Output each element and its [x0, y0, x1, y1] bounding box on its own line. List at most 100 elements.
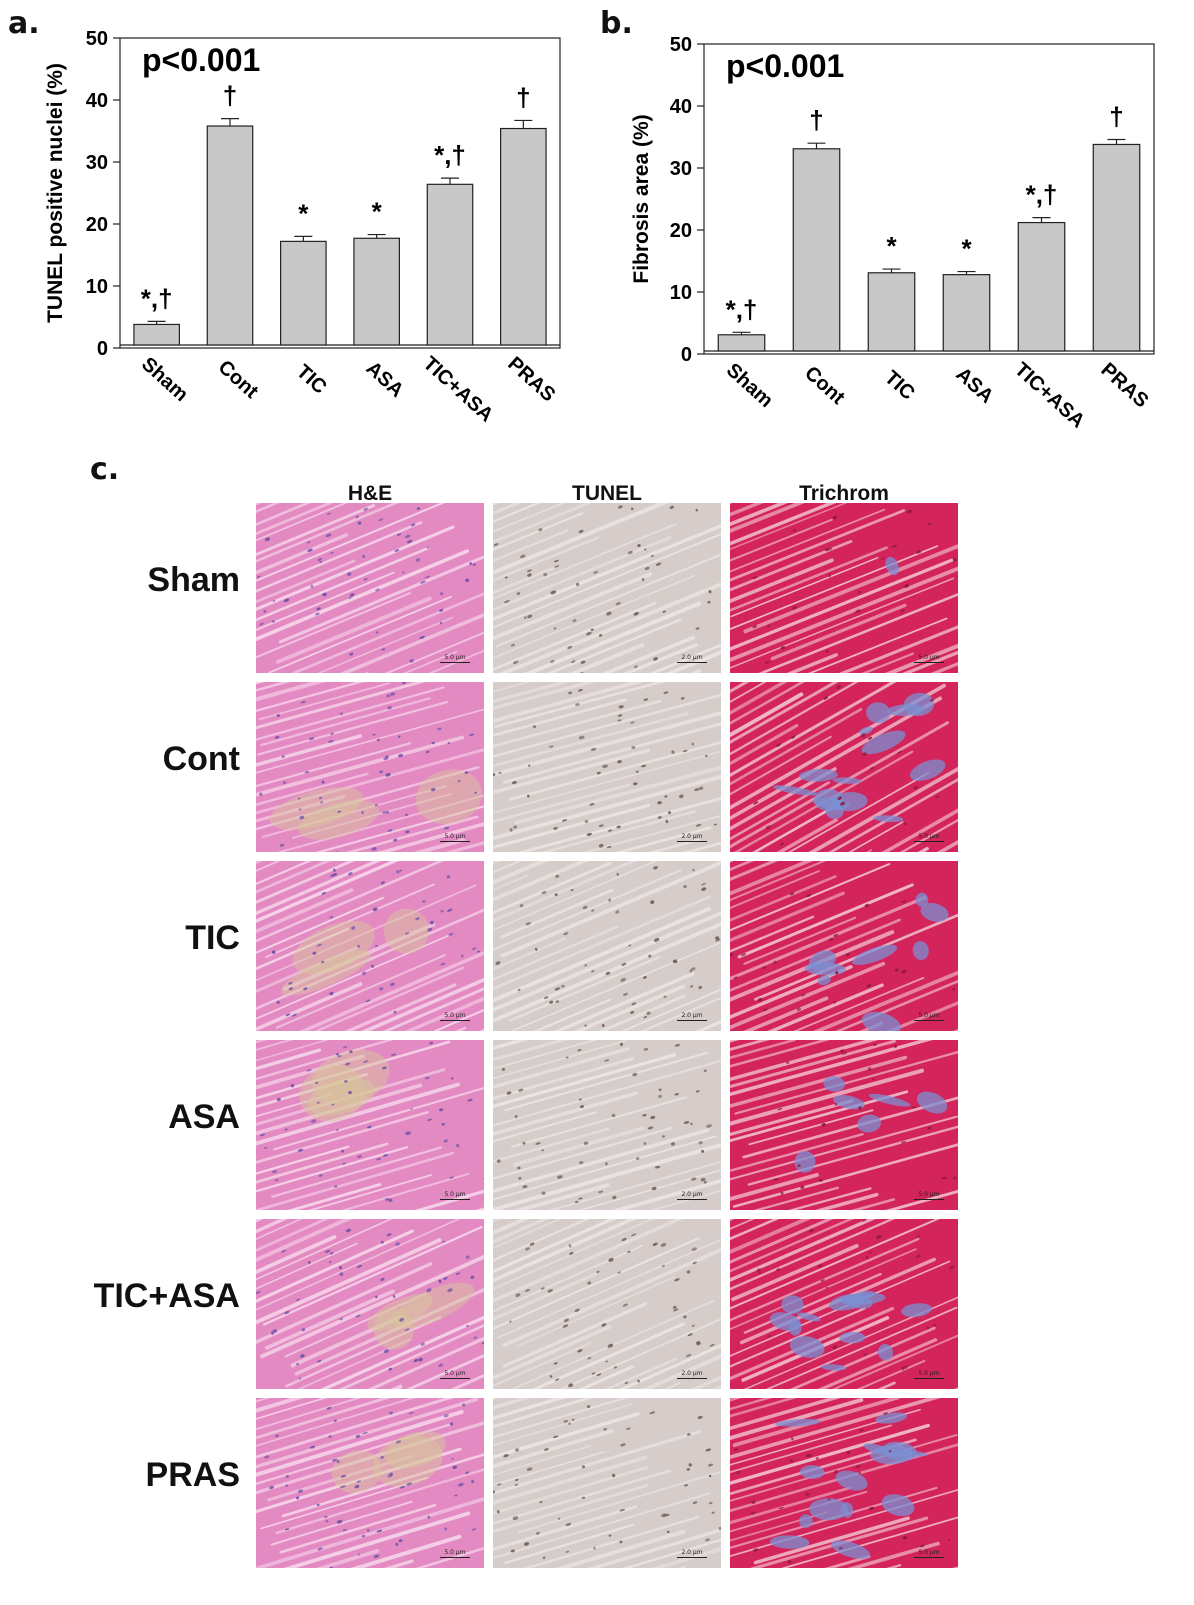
- bar-asa: [353, 237, 400, 346]
- scale-bar: 2.0 µm: [677, 654, 707, 663]
- y-tick-label: 40: [670, 96, 692, 118]
- y-tick-label: 30: [670, 158, 692, 180]
- bar-tic-asa: [426, 183, 474, 346]
- x-tick-label: Sham: [722, 359, 777, 412]
- bar-pras: [1092, 143, 1141, 352]
- micrograph-image: [730, 1219, 958, 1389]
- scale-bar: 2.0 µm: [677, 1370, 707, 1379]
- micrograph-image: [493, 503, 721, 673]
- bar-sham: [133, 323, 181, 346]
- significance-marker: *: [886, 231, 897, 261]
- micrograph-image: [493, 682, 721, 852]
- scale-bar: 2.0 µm: [677, 1191, 707, 1200]
- scale-bar: 5.0 µm: [440, 1191, 470, 1200]
- micrograph-he-sham: 5.0 µm: [256, 503, 484, 673]
- y-tick-label: 20: [670, 220, 692, 242]
- y-tick-label: 40: [86, 90, 108, 112]
- micrograph-image: [256, 1040, 484, 1210]
- bar-tic: [280, 240, 327, 346]
- micrograph-he-cont: 5.0 µm: [256, 682, 484, 852]
- significance-marker: *,†: [1026, 180, 1058, 210]
- scale-bar: 2.0 µm: [677, 1549, 707, 1558]
- row-label-sham: Sham: [147, 561, 240, 599]
- bar-sham: [717, 334, 766, 352]
- significance-marker: *,†: [141, 283, 173, 313]
- micrograph-image: [730, 1398, 958, 1568]
- x-tick-label: Sham: [137, 353, 192, 406]
- significance-marker: *,†: [726, 294, 758, 324]
- fibrosis-bar-chart: 0 10 20 30 40 50 Fibrosis area (%) p<0.001 *,† Sh…: [630, 34, 1155, 433]
- bar-cont: [206, 125, 254, 346]
- x-tick-label: PRAS: [503, 353, 559, 407]
- y-tick-label: 20: [86, 214, 108, 236]
- micrograph-he-tic: 5.0 µm: [256, 861, 484, 1031]
- column-header-trichrom: Trichrom: [799, 482, 889, 505]
- scale-bar: 5.0 µm: [914, 833, 944, 842]
- scale-bar: 5.0 µm: [914, 1370, 944, 1379]
- y-tick-label: 50: [86, 28, 108, 50]
- micrograph-tunel-pras: 2.0 µm: [493, 1398, 721, 1568]
- panel-label-b: b.: [600, 6, 633, 41]
- micrograph-he-pras: 5.0 µm: [256, 1398, 484, 1568]
- scale-bar: 5.0 µm: [914, 1549, 944, 1558]
- micrograph-he-asa: 5.0 µm: [256, 1040, 484, 1210]
- y-tick-label: 10: [670, 282, 692, 304]
- panel-label-a: a.: [8, 6, 40, 41]
- significance-marker: *: [372, 197, 383, 227]
- micrograph-he-tic-asa: 5.0 µm: [256, 1219, 484, 1389]
- micrograph-image: [730, 861, 958, 1031]
- y-axis-label: Fibrosis area (%): [630, 114, 653, 283]
- row-label-pras: PRAS: [145, 1456, 240, 1494]
- tunel-bar-chart: 0 10 20 30 40 50 TUNEL positive nuclei (%) p<0.…: [44, 28, 561, 427]
- row-label-cont: Cont: [162, 740, 240, 778]
- row-label-tic: TIC: [185, 919, 240, 957]
- micrograph-image: [256, 682, 484, 852]
- bar-tic: [867, 272, 916, 352]
- x-tick-label: TIC+ASA: [419, 353, 498, 427]
- scale-bar: 5.0 µm: [914, 1191, 944, 1200]
- column-header-tunel: TUNEL: [572, 482, 642, 505]
- micrograph-trichrom-pras: 5.0 µm: [730, 1398, 958, 1568]
- scale-bar: 2.0 µm: [677, 1012, 707, 1021]
- significance-marker: †: [1109, 101, 1123, 131]
- micrograph-image: [730, 1040, 958, 1210]
- micrograph-image: [493, 861, 721, 1031]
- significance-marker: †: [809, 105, 823, 135]
- scale-bar: 5.0 µm: [440, 1370, 470, 1379]
- x-tick-label: Cont: [214, 356, 263, 403]
- y-tick-label: 10: [86, 276, 108, 298]
- plot-frame: [119, 37, 561, 349]
- micrograph-trichrom-sham: 5.0 µm: [730, 503, 958, 673]
- micrograph-tunel-cont: 2.0 µm: [493, 682, 721, 852]
- scale-bar: 5.0 µm: [440, 1012, 470, 1021]
- micrograph-image: [256, 1398, 484, 1568]
- y-axis-label: TUNEL positive nuclei (%): [44, 63, 67, 323]
- micrograph-image: [256, 503, 484, 673]
- micrograph-image: [256, 1219, 484, 1389]
- scale-bar: 5.0 µm: [440, 1549, 470, 1558]
- micrograph-image: [493, 1040, 721, 1210]
- column-header-he: H&E: [347, 482, 393, 505]
- x-tick-label: TIC+ASA: [1010, 359, 1089, 433]
- micrograph-tunel-tic: 2.0 µm: [493, 861, 721, 1031]
- micrograph-tunel-tic-asa: 2.0 µm: [493, 1219, 721, 1389]
- scale-bar: 2.0 µm: [677, 833, 707, 842]
- panel-label-c: c.: [90, 452, 120, 487]
- bar-tic-asa: [1017, 221, 1066, 352]
- plot-frame: [703, 43, 1155, 355]
- scale-bar: 5.0 µm: [914, 1012, 944, 1021]
- micrograph-trichrom-asa: 5.0 µm: [730, 1040, 958, 1210]
- scale-bar: 5.0 µm: [440, 833, 470, 842]
- bar-cont: [792, 148, 841, 352]
- y-tick-label: 0: [97, 338, 108, 360]
- x-tick-label: PRAS: [1097, 359, 1153, 413]
- significance-marker: †: [223, 81, 237, 111]
- x-tick-label: ASA: [362, 357, 408, 402]
- significance-marker: *: [298, 198, 309, 228]
- p-value-label: p<0.001: [726, 48, 844, 84]
- micrograph-trichrom-tic: 5.0 µm: [730, 861, 958, 1031]
- significance-marker: *,†: [434, 140, 466, 170]
- micrograph-image: [256, 861, 484, 1031]
- micrograph-trichrom-cont: 5.0 µm: [730, 682, 958, 852]
- micrograph-image: [730, 682, 958, 852]
